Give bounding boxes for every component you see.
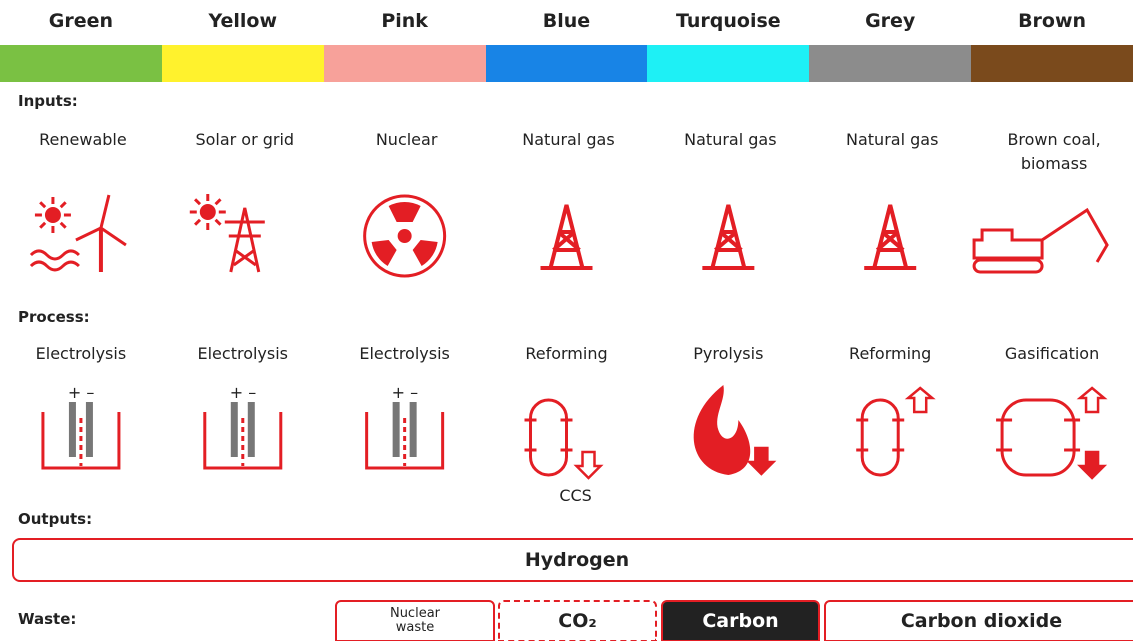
process-label: Reforming: [525, 344, 608, 363]
process-note: CCS: [559, 486, 592, 505]
input-label: Nuclear: [375, 130, 438, 149]
process-label: Electrolysis: [197, 344, 289, 363]
color-bar: [0, 45, 162, 82]
svg-text:+ –: + –: [68, 383, 95, 402]
color-bar: [323, 45, 486, 82]
waste-box: Carbon: [661, 600, 820, 641]
column-name: Brown: [1018, 10, 1087, 32]
input-label: Natural gas: [522, 130, 615, 149]
input-label: Solar or grid: [195, 130, 295, 149]
waste-box: Nuclear waste: [335, 600, 495, 641]
section-label: Waste:: [18, 610, 77, 628]
input-label: Brown coal, biomass: [1007, 130, 1101, 173]
column-name: Turquoise: [676, 10, 781, 32]
section-label: Inputs:: [18, 92, 78, 110]
process-label: Electrolysis: [359, 344, 450, 363]
input-label: Natural gas: [684, 130, 777, 149]
waste-box: Carbon dioxide: [824, 600, 1133, 641]
color-bar: [809, 45, 972, 82]
process-label: Reforming: [849, 344, 932, 363]
svg-text:+ –: + –: [392, 383, 419, 402]
waste-box: CO₂: [498, 600, 657, 641]
section-label: Process:: [18, 308, 90, 326]
column-name: Blue: [542, 10, 591, 32]
column-name: Pink: [381, 10, 428, 32]
color-bar: [647, 45, 810, 82]
process-label: Pyrolysis: [693, 344, 764, 363]
section-label: Outputs:: [18, 510, 93, 528]
color-bar: [161, 45, 324, 82]
process-label: Gasification: [1004, 344, 1100, 363]
input-label: Renewable: [39, 130, 127, 149]
svg-text:+ –: + –: [230, 383, 256, 402]
input-label: Natural gas: [846, 130, 939, 149]
column-name: Grey: [865, 10, 916, 32]
output-box: Hydrogen: [12, 538, 1133, 582]
column-name: Yellow: [208, 10, 278, 32]
color-bar: [971, 45, 1133, 82]
color-bar: [485, 45, 648, 82]
column-name: Green: [48, 10, 114, 32]
process-label: Electrolysis: [35, 344, 127, 363]
